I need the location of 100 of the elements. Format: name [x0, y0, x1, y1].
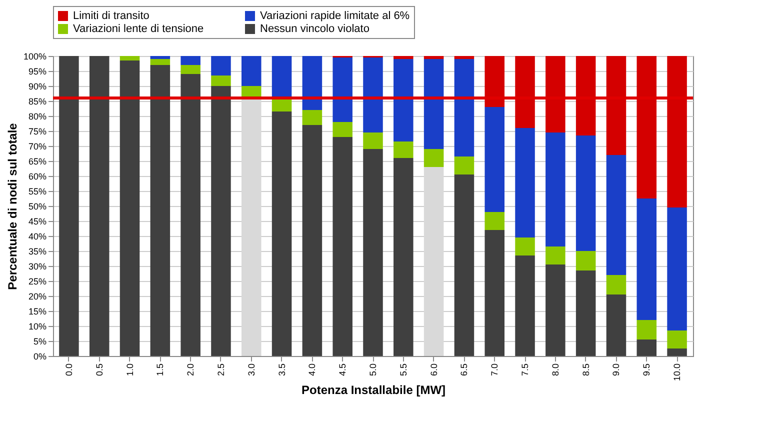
bar: [546, 132, 566, 246]
x-tick-label: 6.5: [459, 364, 470, 376]
bar: [515, 128, 535, 238]
x-tick-label: 3.0: [246, 364, 256, 376]
bar: [59, 56, 79, 356]
bar: [150, 56, 170, 59]
x-tick-label: 4.0: [307, 364, 318, 376]
x-axis-title: Potenza Installabile [MW]: [301, 383, 446, 398]
x-tick-label: 7.5: [520, 364, 530, 376]
bar: [363, 149, 383, 356]
legend-label: Variazioni lente di tensione: [73, 23, 204, 35]
bar: [302, 56, 322, 110]
bar: [424, 149, 444, 167]
bar: [211, 76, 231, 86]
bar: [363, 132, 383, 149]
bar: [515, 238, 535, 256]
legend-label: Nessun vincolo violato: [260, 23, 370, 35]
x-tick-label: 2.5: [216, 364, 226, 376]
y-tick-label: 0%: [33, 352, 46, 362]
y-tick-label: 45%: [28, 216, 46, 226]
x-tick-label: 8.5: [580, 364, 591, 376]
y-tick-label: 40%: [28, 232, 46, 242]
x-tick-label: 1.5: [155, 364, 166, 376]
bar: [242, 98, 262, 356]
bar: [394, 158, 414, 356]
y-tick-label: 20%: [28, 292, 46, 302]
y-tick-label: 30%: [28, 262, 46, 272]
bar: [332, 137, 352, 356]
bar: [606, 275, 626, 294]
bar: [606, 294, 626, 356]
x-tick-label: 8.0: [550, 364, 560, 376]
y-tick-label: 55%: [28, 186, 46, 196]
x-tick-label: 7.0: [490, 364, 500, 376]
legend-label: Limiti di transito: [73, 10, 150, 22]
bar: [302, 125, 322, 356]
bar: [211, 56, 231, 76]
x-tick-label: 0.5: [94, 364, 104, 376]
bar: [242, 56, 262, 86]
bar: [424, 59, 444, 149]
bar: [454, 174, 474, 356]
y-tick-label: 25%: [28, 276, 46, 286]
y-tick-label: 95%: [28, 66, 46, 76]
bar: [606, 155, 626, 275]
y-tick-label: 75%: [28, 126, 46, 136]
x-tick-label: 2.0: [186, 364, 196, 376]
x-tick-label: 4.5: [338, 364, 348, 376]
bar: [180, 56, 200, 65]
y-tick-label: 80%: [28, 112, 46, 122]
y-tick-label: 60%: [28, 172, 46, 182]
x-tick-label: 3.5: [276, 364, 287, 376]
x-tick-label: 6.0: [428, 364, 439, 376]
bar: [484, 230, 504, 356]
bar: [272, 56, 292, 98]
bar: [150, 65, 170, 356]
bar: [515, 256, 535, 356]
bar: [454, 59, 474, 156]
bar: [424, 56, 444, 59]
bar: [576, 251, 596, 270]
bar: [394, 59, 414, 142]
bar: [120, 56, 140, 60]
bar: [424, 167, 444, 356]
y-tick-label: 85%: [28, 96, 46, 106]
y-axis-title: Percentuale di nodi sul totale: [5, 122, 20, 290]
bar: [454, 156, 474, 174]
bar: [576, 270, 596, 356]
y-tick-label: 70%: [28, 142, 46, 152]
x-tick-label: 9.5: [642, 364, 652, 376]
legend-label: Variazioni rapide limitate al 6%: [260, 10, 410, 22]
bar: [667, 330, 687, 348]
bar: [576, 136, 596, 251]
bar: [120, 60, 140, 356]
y-tick-label: 50%: [28, 202, 46, 212]
bar: [150, 59, 170, 65]
bar: [484, 107, 504, 212]
y-tick-label: 90%: [28, 82, 46, 92]
y-tick-label: 100%: [23, 52, 46, 62]
bar: [394, 56, 414, 59]
bar: [180, 65, 200, 74]
bar: [546, 246, 566, 264]
y-tick-label: 15%: [28, 306, 46, 316]
bar: [454, 56, 474, 59]
x-tick-label: 5.5: [398, 364, 408, 376]
bar: [484, 212, 504, 230]
bar: [667, 208, 687, 330]
bar: [211, 86, 231, 356]
x-tick-label: 10.0: [672, 364, 682, 382]
bar: [302, 110, 322, 125]
y-tick-label: 65%: [28, 156, 46, 166]
bar: [363, 58, 383, 132]
bar: [180, 74, 200, 356]
y-tick-label: 10%: [28, 322, 46, 332]
bar: [332, 58, 352, 122]
y-tick-label: 5%: [33, 336, 46, 346]
bar: [546, 264, 566, 356]
bar: [332, 122, 352, 137]
bar: [636, 340, 657, 356]
y-tick-label: 35%: [28, 246, 46, 256]
x-tick-label: 5.0: [368, 364, 378, 376]
x-tick-label: 9.0: [611, 364, 622, 376]
x-tick-label: 1.0: [124, 364, 135, 376]
